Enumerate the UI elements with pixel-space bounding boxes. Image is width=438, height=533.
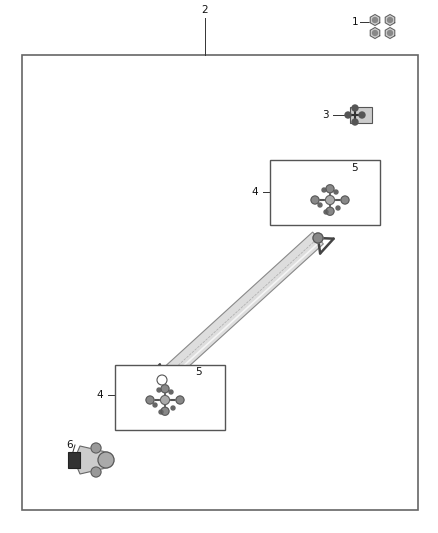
Circle shape (352, 119, 358, 125)
Circle shape (326, 185, 334, 193)
Text: 2: 2 (201, 5, 208, 15)
Polygon shape (68, 452, 80, 468)
Text: 4: 4 (252, 187, 258, 197)
Circle shape (146, 396, 154, 404)
Circle shape (336, 206, 340, 210)
Circle shape (322, 188, 326, 192)
Circle shape (318, 203, 322, 207)
Circle shape (359, 112, 365, 118)
Circle shape (334, 190, 338, 194)
Circle shape (176, 396, 184, 404)
Circle shape (324, 210, 328, 214)
Circle shape (161, 407, 169, 415)
Bar (270, 160, 380, 225)
Circle shape (153, 403, 157, 407)
Polygon shape (385, 14, 395, 26)
Circle shape (159, 410, 163, 414)
Polygon shape (373, 30, 378, 36)
Circle shape (311, 196, 319, 204)
Circle shape (157, 388, 161, 392)
Bar (22, 55, 418, 510)
Circle shape (161, 385, 169, 393)
Polygon shape (370, 28, 380, 38)
Circle shape (326, 207, 334, 215)
Circle shape (325, 196, 335, 205)
Polygon shape (157, 232, 323, 386)
Circle shape (157, 375, 167, 385)
Text: 5: 5 (194, 367, 201, 377)
Circle shape (98, 452, 114, 468)
Circle shape (345, 112, 351, 118)
Polygon shape (388, 30, 392, 36)
Text: 3: 3 (321, 110, 328, 120)
Text: 1: 1 (352, 17, 358, 27)
Polygon shape (385, 28, 395, 38)
Bar (115, 365, 225, 430)
Polygon shape (388, 18, 392, 22)
Circle shape (91, 443, 101, 453)
Circle shape (160, 395, 170, 405)
Text: 4: 4 (97, 390, 103, 400)
Circle shape (169, 390, 173, 394)
Circle shape (171, 406, 175, 410)
Bar (350, 107, 372, 123)
Circle shape (341, 196, 349, 204)
Polygon shape (373, 18, 378, 22)
Circle shape (91, 467, 101, 477)
Circle shape (352, 105, 358, 111)
Circle shape (313, 233, 323, 243)
Polygon shape (370, 14, 380, 26)
Text: 6: 6 (67, 440, 73, 450)
Polygon shape (74, 446, 112, 474)
Text: 5: 5 (352, 163, 358, 173)
